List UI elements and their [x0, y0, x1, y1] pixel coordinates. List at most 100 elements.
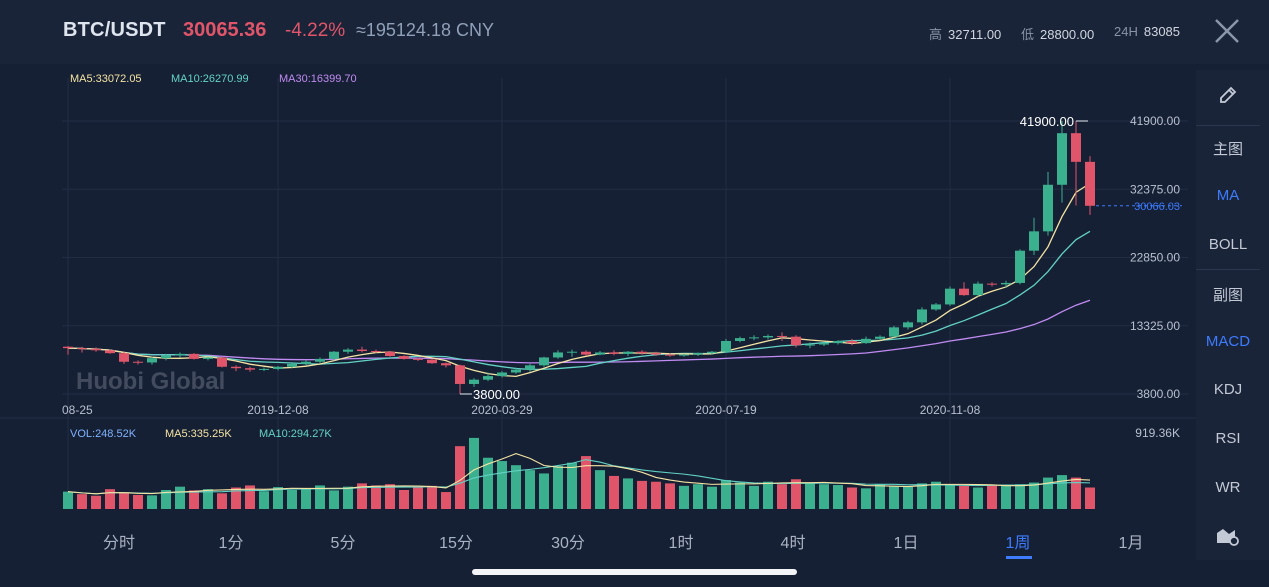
volume-bar: [609, 475, 619, 509]
candle-body: [511, 369, 521, 373]
candle-body: [595, 352, 605, 355]
candle-body: [371, 351, 381, 353]
ma30-line: [67, 299, 1091, 364]
x-tick-label: 2019-12-08: [247, 403, 309, 417]
chart-settings-button[interactable]: [1196, 525, 1260, 551]
volume-bar: [329, 490, 339, 509]
home-indicator[interactable]: [472, 569, 797, 575]
candle-body: [231, 366, 241, 369]
volume-bar: [917, 483, 927, 509]
low-stat: 低 28800.00: [1021, 24, 1094, 43]
candle-body: [763, 335, 773, 338]
high-value: 32711.00: [948, 27, 1002, 42]
axis-labels: 41900.00 32375.00 22850.00 13325.00 3800.00 0…: [62, 114, 1182, 440]
watermark: Huobi Global: [76, 368, 226, 395]
volume-bar: [119, 492, 129, 509]
candle-body: [119, 353, 129, 362]
volume-bar: [889, 485, 899, 509]
tab-timeframe-8[interactable]: 1周: [1005, 535, 1031, 552]
candle-body: [931, 304, 941, 310]
volume-bar: [1085, 487, 1095, 509]
candle-body: [833, 340, 843, 344]
volume-bar: [273, 487, 283, 509]
tab-timeframe-4[interactable]: 30分: [551, 535, 585, 552]
volume-bar: [987, 485, 997, 509]
tab-timeframe-1[interactable]: 1分: [218, 535, 244, 552]
min-price-label: 3800.00: [473, 387, 520, 402]
candle-body: [1085, 161, 1095, 206]
candle-body: [105, 350, 115, 354]
top-bar: [0, 0, 1269, 64]
volume-bar: [301, 488, 311, 509]
indicator-kdj-button[interactable]: KDJ: [1213, 381, 1243, 398]
tab-timeframe-0[interactable]: 分时: [102, 535, 135, 552]
volume-bar: [455, 446, 465, 509]
y-tick-label: 41900.00: [1130, 114, 1180, 128]
candle-body: [609, 352, 619, 354]
candle-body: [441, 363, 451, 366]
volume-bar: [357, 483, 367, 509]
candle-body: [525, 365, 535, 370]
vol-ma5-line: [67, 453, 1091, 495]
candle-body: [651, 353, 661, 355]
indicator-macd-button[interactable]: MACD: [1205, 333, 1251, 350]
candle-body: [147, 358, 157, 363]
candle-body: [987, 283, 997, 285]
volume-bar: [105, 489, 115, 509]
volume-bar: [721, 480, 731, 509]
sidebar-divider: [1196, 125, 1260, 126]
candle-body: [217, 357, 227, 367]
x-tick-label: 08-25: [62, 403, 93, 417]
sub-chart-label: 副图: [1212, 287, 1243, 304]
candle-body: [1001, 282, 1011, 285]
y-tick-label: 3800.00: [1137, 387, 1181, 401]
candle-body: [1071, 133, 1081, 162]
candle-body: [301, 361, 311, 364]
candle-body: [847, 340, 857, 344]
volume-bar: [343, 486, 353, 509]
x-tick-label: 2020-03-29: [471, 403, 533, 417]
volume-bar: [763, 481, 773, 509]
indicator-boll-button[interactable]: BOLL: [1208, 236, 1248, 253]
volume-bar: [805, 482, 815, 509]
vol-ma5-legend: MA5:335.25K: [165, 428, 232, 440]
candle-body: [133, 361, 143, 363]
candle-body: [903, 322, 913, 328]
volume-bar: [1057, 475, 1067, 509]
volume-bar: [931, 481, 941, 509]
candle-body: [567, 351, 577, 353]
candle-body: [273, 366, 283, 369]
volume-bar: [189, 490, 199, 509]
pair-title[interactable]: BTC/USDT: [63, 19, 166, 41]
tab-timeframe-6[interactable]: 4时: [780, 535, 806, 552]
close-button[interactable]: [1212, 16, 1242, 46]
kline-chart[interactable]: 41900.00 32375.00 22850.00 13325.00 3800.00 0…: [0, 66, 1196, 511]
sidebar-divider: [1196, 269, 1260, 270]
tab-timeframe-5[interactable]: 1时: [668, 535, 694, 552]
tab-timeframe-7[interactable]: 1日: [893, 535, 919, 552]
volume-bar: [651, 481, 661, 509]
candle-body: [777, 335, 787, 337]
candle-body: [805, 344, 815, 346]
candle-body: [91, 348, 101, 351]
candle-body: [497, 372, 507, 377]
volume-24h-value: 83085: [1143, 24, 1181, 39]
volume-bar: [315, 485, 325, 509]
y-tick-label: 22850.00: [1130, 251, 1180, 265]
tab-timeframe-9[interactable]: 1月: [1118, 535, 1144, 552]
volume-bar: [595, 470, 605, 509]
volume-bar: [245, 485, 255, 509]
volume-bar: [91, 495, 101, 509]
volume-bar: [525, 470, 535, 509]
tab-timeframe-2[interactable]: 5分: [330, 535, 356, 552]
candle-body: [959, 288, 969, 296]
volume-bar: [147, 495, 157, 509]
indicator-ma-button[interactable]: MA: [1216, 187, 1240, 204]
indicator-rsi-button[interactable]: RSI: [1215, 430, 1241, 447]
tab-timeframe-3[interactable]: 15分: [439, 535, 473, 552]
volume-bar: [203, 489, 213, 509]
volume-bar: [707, 486, 717, 509]
indicator-wr-button[interactable]: WR: [1215, 479, 1241, 496]
volume-bar: [1015, 484, 1025, 509]
draw-tool-button[interactable]: [1196, 84, 1260, 112]
